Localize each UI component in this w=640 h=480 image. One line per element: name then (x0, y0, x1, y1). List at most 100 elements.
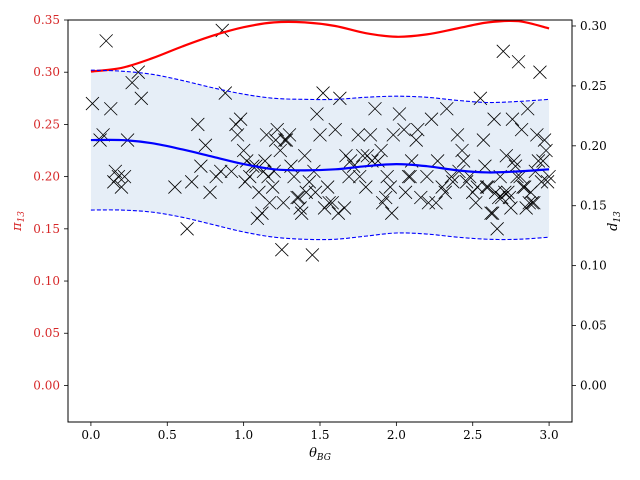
scatter-point (504, 201, 518, 215)
scatter-point (209, 169, 223, 184)
scatter-point (320, 180, 335, 194)
scatter-point (511, 54, 526, 69)
scatter-point (310, 107, 324, 121)
scatter-point (198, 138, 213, 153)
confidence-band (90, 70, 550, 240)
scatter-point (386, 128, 401, 142)
scatter-point (430, 154, 445, 168)
scatter-point (194, 159, 208, 173)
scatter-point (375, 195, 390, 210)
scatter-point (134, 91, 149, 106)
scatter-point (359, 180, 373, 194)
scatter-point (368, 101, 382, 116)
scatter-point (438, 185, 453, 200)
scatter-point (360, 148, 375, 163)
scatter-point (99, 34, 113, 48)
scatter-point (259, 128, 274, 142)
scatter-point (236, 143, 251, 158)
scatter-point (255, 206, 269, 220)
x-tick-label: 1.0 (234, 428, 253, 442)
scatter-point (520, 101, 535, 116)
scatter-point (450, 128, 465, 142)
scatter-point (525, 195, 540, 210)
scatter-point (352, 169, 367, 184)
left-y-tick-label: 0.20 (33, 170, 60, 184)
scatter-point (229, 117, 243, 132)
blue-mean-line (90, 138, 550, 174)
scatter-point (507, 154, 521, 168)
scatter-point (540, 175, 555, 189)
right-y-tick-label: 0.20 (580, 139, 607, 153)
scatter-point (542, 169, 556, 184)
x-tick-label: 2.5 (463, 428, 482, 442)
x-tick-label: 0.0 (81, 428, 100, 442)
scatter-point (351, 128, 365, 142)
scatter-point (302, 175, 317, 189)
scatter-point (530, 128, 544, 142)
x-tick-label: 0.5 (158, 428, 177, 442)
scatter-point (328, 122, 343, 137)
scatter-point (305, 248, 320, 262)
scatter-point (490, 222, 504, 236)
scatter-point (325, 195, 340, 210)
scatter-point (491, 190, 506, 205)
scatter-point (276, 195, 291, 210)
scatter-point (421, 195, 436, 210)
scatter-point (85, 96, 100, 111)
scatter-point (308, 185, 323, 200)
scatter-point (346, 159, 361, 173)
scatter-point (107, 175, 121, 189)
right-y-tick-label: 0.05 (580, 319, 607, 333)
right-y-axis-label: d13 (606, 211, 623, 231)
scatter-point (384, 206, 399, 220)
scatter-point (424, 112, 439, 126)
scatter-point (242, 169, 257, 184)
left-y-axis-label: π13 (10, 211, 27, 232)
scatter-point (275, 242, 289, 257)
scatter-point (114, 180, 129, 194)
scatter-point (410, 122, 425, 137)
scatter-point (429, 195, 443, 210)
scatter-point (125, 75, 139, 90)
scatter-point (333, 91, 347, 106)
right-y-tick-label: 0.25 (580, 79, 607, 93)
scatter-point (468, 195, 483, 210)
x-axis-label: θBG (309, 446, 331, 463)
right-y-tick-label: 0.10 (580, 259, 607, 273)
scatter-point (265, 180, 280, 194)
scatter-point (279, 133, 294, 147)
scatter-point (287, 169, 301, 184)
left-y-tick-label: 0.15 (33, 222, 60, 236)
scatter-point (342, 169, 356, 184)
blue-upper-dashed-line (90, 69, 550, 104)
scatter-point (218, 86, 233, 100)
left-y-tick-label: 0.30 (33, 65, 60, 79)
scatter-point (446, 175, 460, 189)
left-y-tick-label: 0.05 (33, 326, 60, 340)
scatter-point (465, 185, 480, 200)
scatter-point (238, 175, 252, 189)
scatter-point (499, 148, 514, 163)
scatter-point (331, 206, 346, 220)
scatter-point (224, 164, 239, 179)
scatter-point (261, 169, 275, 184)
scatter-point (103, 101, 118, 116)
scatter-point (517, 180, 532, 194)
plot-area (85, 19, 556, 262)
scatter-point (293, 201, 307, 215)
scatter-point (420, 169, 434, 184)
scatter-point (374, 143, 388, 158)
scatter-point (268, 133, 283, 147)
scatter-point (339, 148, 353, 163)
scatter-point (131, 65, 146, 79)
scatter-point (233, 112, 248, 126)
scatter-point (168, 180, 182, 194)
scatter-point (397, 122, 411, 137)
scatter-point (262, 195, 277, 210)
scatter-point (478, 159, 492, 173)
scatter-point (456, 154, 471, 168)
scatter-point (392, 107, 407, 121)
scatter-point (494, 190, 509, 205)
scatter-point (479, 180, 494, 194)
